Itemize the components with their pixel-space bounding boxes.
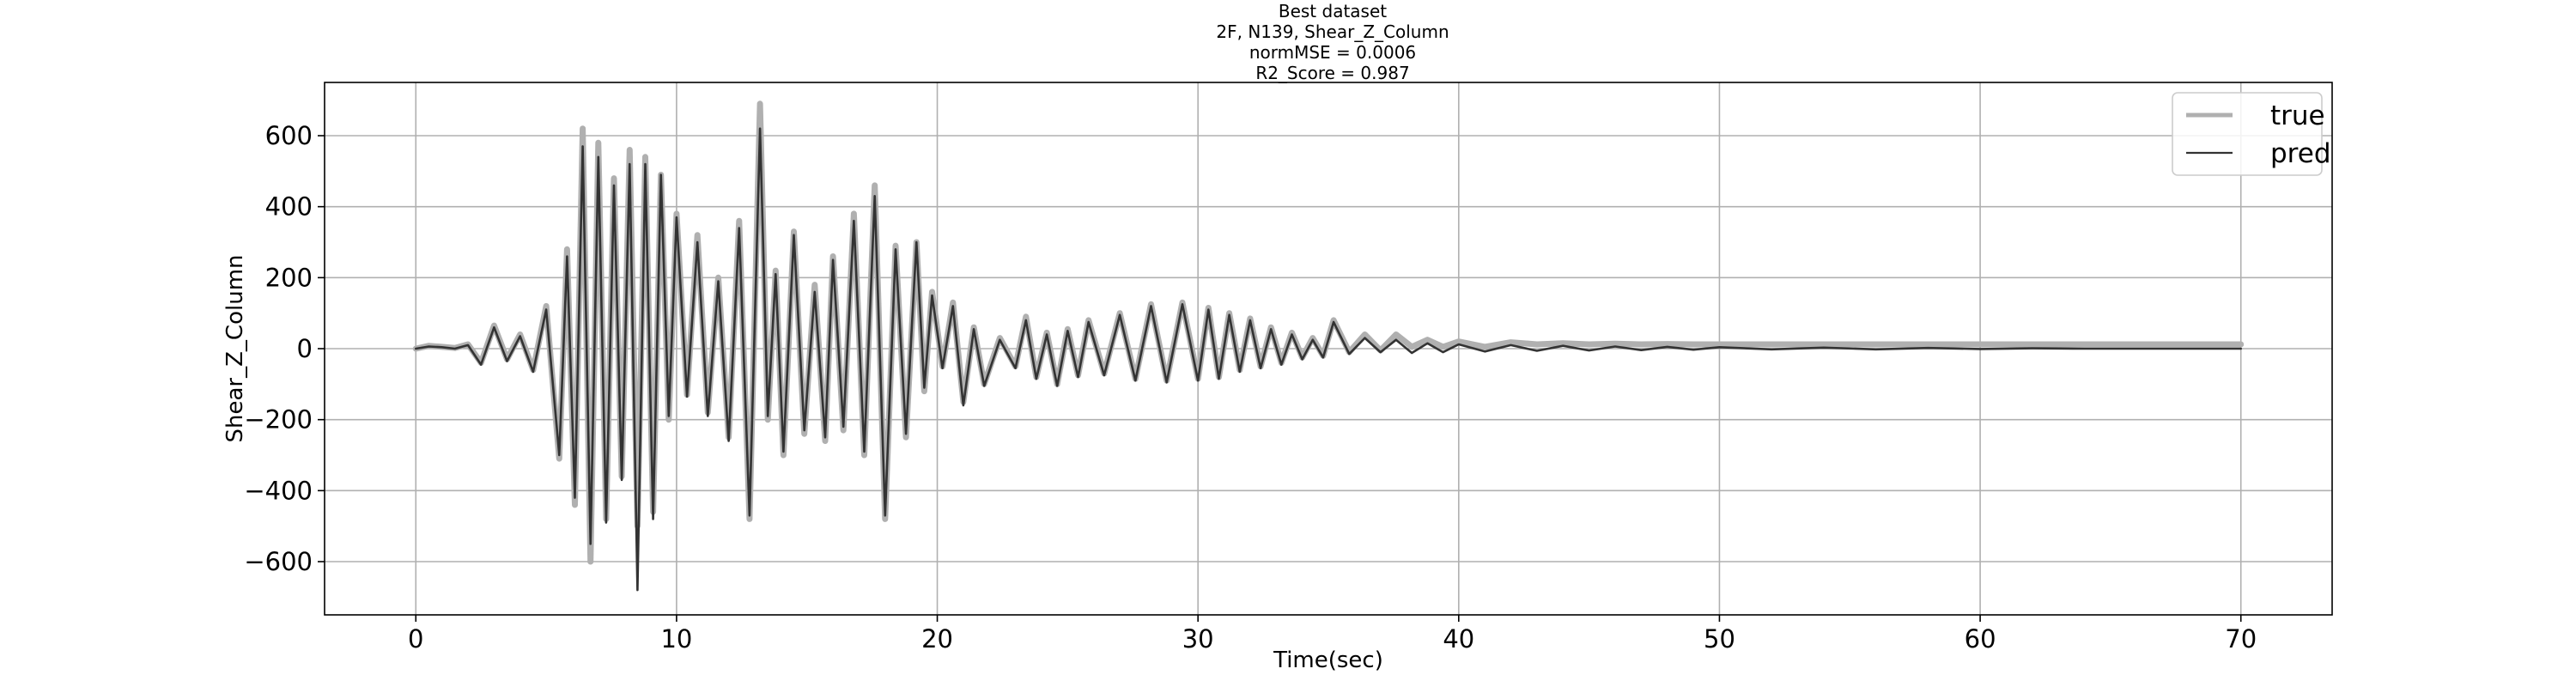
y-tick-label: 400 <box>265 192 313 222</box>
title-line-3: normMSE = 0.0006 <box>1249 42 1416 63</box>
y-tick-label: −600 <box>244 547 313 576</box>
y-axis-label: Shear_Z_Column <box>222 255 248 443</box>
y-tick-label: −400 <box>244 476 313 505</box>
series-line-pred <box>415 127 2242 592</box>
x-tick-label: 30 <box>1182 624 1214 654</box>
legend-label-true: true <box>2270 100 2325 131</box>
legend-label-pred: pred <box>2270 138 2331 169</box>
y-tick-label: 200 <box>265 263 313 292</box>
title-line-2: 2F, N139, Shear_Z_Column <box>1216 21 1449 42</box>
y-tick-label: −200 <box>244 405 313 435</box>
x-tick-label: 70 <box>2225 624 2257 654</box>
x-tick-label: 60 <box>1965 624 1996 654</box>
x-axis-label: Time(sec) <box>1273 647 1383 673</box>
x-tick-label: 10 <box>660 624 692 654</box>
title-line-1: Best dataset <box>1279 1 1387 21</box>
x-ticks: 0 10 20 30 40 50 60 70 <box>408 615 2257 654</box>
series-line-true <box>412 100 2245 565</box>
title-line-4: R2_Score = 0.987 <box>1255 63 1409 83</box>
x-tick-label: 40 <box>1443 624 1474 654</box>
x-tick-label: 50 <box>1704 624 1735 654</box>
legend: true pred <box>2172 92 2331 176</box>
x-tick-label: 20 <box>921 624 953 654</box>
y-ticks: −600 −400 −200 0 200 400 600 <box>244 121 325 576</box>
y-tick-label: 0 <box>297 334 313 363</box>
series-group <box>412 100 2245 592</box>
y-tick-label: 600 <box>265 121 313 150</box>
x-tick-label: 0 <box>408 624 423 654</box>
chart-title: Best dataset 2F, N139, Shear_Z_Column no… <box>1216 1 1449 83</box>
